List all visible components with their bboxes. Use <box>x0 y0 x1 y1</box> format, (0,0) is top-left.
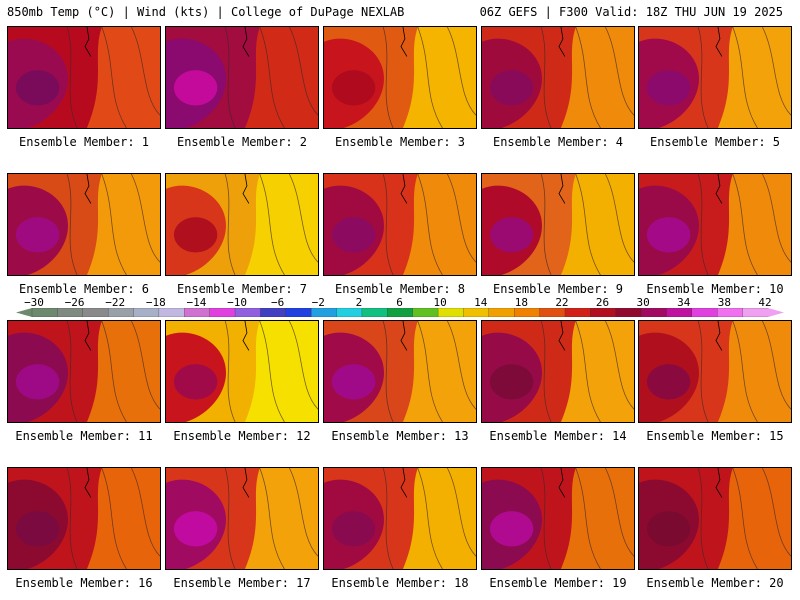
ensemble-member-map <box>323 467 477 570</box>
ensemble-member-label: Ensemble Member: 17 <box>173 576 311 590</box>
ensemble-member-label: Ensemble Member: 4 <box>492 135 624 149</box>
colorbar-tick-label: −30 <box>24 296 44 309</box>
ensemble-member-label: Ensemble Member: 15 <box>646 429 784 443</box>
ensemble-member-map <box>165 173 319 276</box>
ensemble-member-map <box>165 467 319 570</box>
colorbar-tick-label: 38 <box>717 296 731 309</box>
colorbar-segment <box>184 308 211 317</box>
ensemble-member-map <box>638 320 792 423</box>
colorbar-segment <box>387 308 414 317</box>
ensemble-member-label: Ensemble Member: 8 <box>334 282 466 296</box>
ensemble-member-map <box>638 467 792 570</box>
colorbar-tick-label: 14 <box>474 296 488 309</box>
ensemble-member-label: Ensemble Member: 18 <box>331 576 469 590</box>
colorbar-tick-label: −22 <box>105 296 126 309</box>
colorbar-segment <box>742 308 769 317</box>
ensemble-member-label: Ensemble Member: 13 <box>331 429 469 443</box>
ensemble-member-map <box>481 320 635 423</box>
colorbar-segment <box>437 308 465 317</box>
colorbar-tick-label: 10 <box>433 296 447 309</box>
colorbar-tick-label: 34 <box>677 296 691 309</box>
colorbar-segment <box>336 308 363 317</box>
colorbar-segment <box>361 308 388 317</box>
ensemble-member-map <box>638 173 792 276</box>
colorbar-segment <box>514 308 541 317</box>
ensemble-member-label: Ensemble Member: 1 <box>18 135 150 149</box>
ensemble-member-label: Ensemble Member: 19 <box>489 576 627 590</box>
colorbar-segment <box>717 308 744 317</box>
header-title: 850mb Temp (°C) | Wind (kts) | College o… <box>7 5 405 19</box>
colorbar-segment <box>564 308 591 317</box>
ensemble-member-label: Ensemble Member: 6 <box>18 282 150 296</box>
ensemble-member-label: Ensemble Member: 11 <box>15 429 153 443</box>
colorbar-segment <box>666 308 693 317</box>
ensemble-member-label: Ensemble Member: 3 <box>334 135 466 149</box>
colorbar-segment <box>640 308 668 317</box>
colorbar-segment <box>590 308 617 317</box>
colorbar-tick-label: 26 <box>595 296 610 309</box>
ensemble-member-map <box>7 173 161 276</box>
ensemble-member-map <box>323 173 477 276</box>
colorbar-tick-label: −10 <box>227 296 247 309</box>
ensemble-member-map <box>165 320 319 423</box>
colorbar-segment <box>158 308 185 317</box>
ensemble-member-map <box>638 26 792 129</box>
colorbar-tick-label: 2 <box>355 296 363 309</box>
colorbar-min-arrow <box>16 308 32 317</box>
colorbar-tick-label: −6 <box>271 296 285 309</box>
ensemble-member-map <box>7 26 161 129</box>
colorbar-segment <box>463 308 490 317</box>
ensemble-member-label: Ensemble Member: 5 <box>649 135 781 149</box>
colorbar-tick-label: 22 <box>555 296 569 309</box>
colorbar-tick-label: 30 <box>636 296 650 309</box>
colorbar-segment <box>285 308 312 317</box>
colorbar-segment <box>615 308 642 317</box>
colorbar-segment <box>133 308 160 317</box>
ensemble-member-label: Ensemble Member: 14 <box>489 429 627 443</box>
colorbar-segment <box>539 308 566 317</box>
colorbar-segment <box>260 308 287 317</box>
colorbar-max-arrow <box>768 308 784 317</box>
ensemble-member-map <box>481 26 635 129</box>
ensemble-member-map <box>165 26 319 129</box>
ensemble-member-label: Ensemble Member: 9 <box>492 282 624 296</box>
colorbar-tick-label: −2 <box>311 296 325 309</box>
colorbar-segment <box>412 308 439 317</box>
colorbar-tick-label: 42 <box>758 296 772 309</box>
colorbar-segment <box>57 308 84 317</box>
ensemble-member-label: Ensemble Member: 7 <box>176 282 308 296</box>
ensemble-member-map <box>7 467 161 570</box>
colorbar-tick-label: −18 <box>145 296 166 309</box>
colorbar-segment <box>691 308 718 317</box>
ensemble-member-map <box>7 320 161 423</box>
colorbar-segment <box>31 308 59 317</box>
colorbar-tick-label: −26 <box>64 296 85 309</box>
colorbar-tick-label: −14 <box>186 296 207 309</box>
ensemble-member-label: Ensemble Member: 12 <box>173 429 311 443</box>
colorbar-segment <box>82 308 109 317</box>
colorbar-segment <box>107 308 135 317</box>
ensemble-member-label: Ensemble Member: 16 <box>15 576 153 590</box>
ensemble-member-label: Ensemble Member: 10 <box>646 282 784 296</box>
colorbar-segment <box>209 308 236 317</box>
colorbar-tick-label: 18 <box>514 296 528 309</box>
colorbar-tick-label: 6 <box>396 296 403 309</box>
temperature-colorbar <box>16 308 784 317</box>
colorbar-segment <box>311 308 338 317</box>
ensemble-member-label: Ensemble Member: 20 <box>646 576 784 590</box>
ensemble-member-map <box>323 320 477 423</box>
colorbar-segment <box>234 308 262 317</box>
ensemble-member-label: Ensemble Member: 2 <box>176 135 308 149</box>
ensemble-member-map <box>481 467 635 570</box>
ensemble-member-map <box>323 26 477 129</box>
header-valid-time: 06Z GEFS | F300 Valid: 18Z THU JUN 19 20… <box>479 5 783 19</box>
ensemble-member-map <box>481 173 635 276</box>
colorbar-segment <box>488 308 515 317</box>
